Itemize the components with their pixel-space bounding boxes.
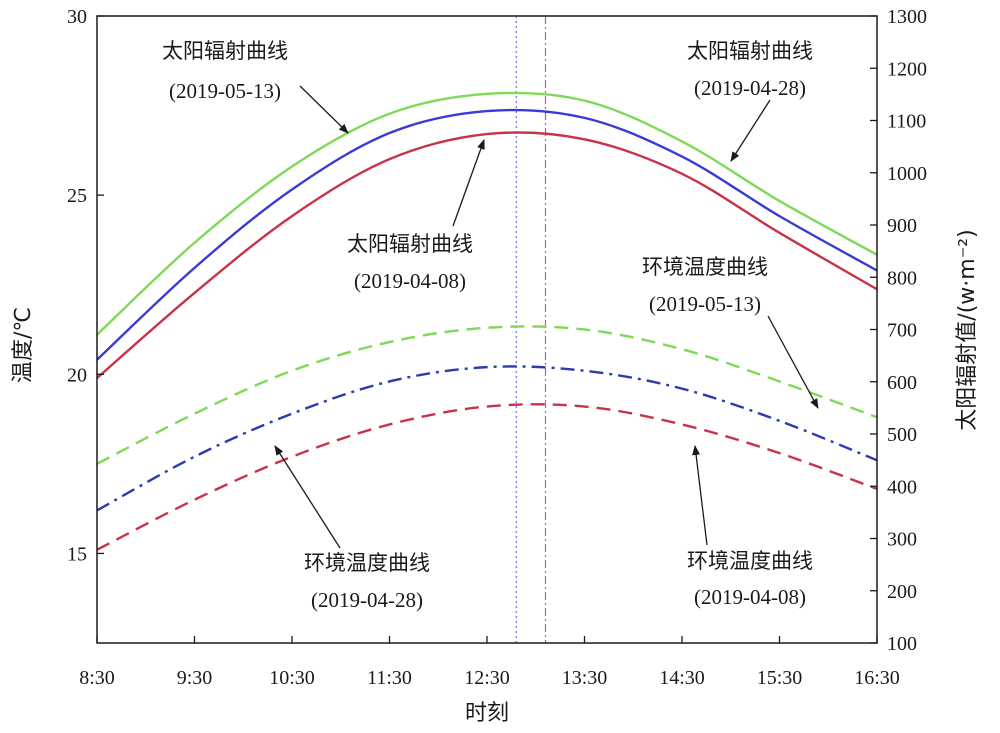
- annotation-date: (2019-04-08): [694, 585, 806, 609]
- x-tick-label: 8:30: [79, 667, 115, 689]
- annotation-arrow: [692, 445, 708, 546]
- right-axis-title: 太阳辐射值/(w·m⁻²): [955, 229, 980, 430]
- left-y-tick-label: 30: [67, 6, 87, 28]
- annotation-date: (2019-04-28): [311, 588, 423, 612]
- annotation-date: (2019-05-13): [169, 79, 281, 103]
- annotation-title: 环境温度曲线: [304, 551, 430, 575]
- annotation-title: 太阳辐射曲线: [687, 39, 813, 63]
- x-tick-label: 9:30: [177, 667, 213, 689]
- annotation-temperature-0428: 环境温度曲线 (2019-04-28): [274, 445, 430, 612]
- left-axis-title: 温度/℃: [11, 307, 36, 383]
- right-y-tick-label: 200: [887, 581, 917, 603]
- right-y-tick-label: 400: [887, 476, 917, 498]
- left-y-tick-label: 15: [67, 543, 87, 565]
- temperature-line-2019-04-28: [96, 365, 878, 512]
- annotation-title: 太阳辐射曲线: [162, 39, 288, 63]
- right-y-tick-label: 1000: [887, 163, 927, 185]
- right-axis: 100 200 300 400 500 600 700 800 900 1000 1100 1200 1…: [870, 6, 927, 655]
- annotation-date: (2019-05-13): [649, 292, 761, 316]
- x-axis: 8:30 9:30 10:30 11:30 12:30 13:30 14:30 15:30 16…: [79, 636, 900, 689]
- annotation-date: (2019-04-28): [694, 76, 806, 100]
- annotation-temperature-0408: 环境温度曲线 (2019-04-08): [687, 445, 813, 609]
- x-tick-label: 14:30: [659, 667, 705, 689]
- left-axis: 15 20 25 30: [67, 6, 104, 565]
- right-y-tick-label: 100: [887, 633, 917, 655]
- right-y-tick-label: 1300: [887, 6, 927, 28]
- right-y-tick-label: 300: [887, 529, 917, 551]
- radiation-line-2019-05-13: [96, 91, 878, 336]
- annotation-temperature-0513: 环境温度曲线 (2019-05-13): [642, 255, 819, 409]
- right-y-tick-label: 800: [887, 267, 917, 289]
- radiation-line-2019-04-08: [96, 131, 878, 379]
- x-tick-label: 15:30: [757, 667, 803, 689]
- right-y-tick-label: 600: [887, 372, 917, 394]
- series-layer: [96, 91, 878, 551]
- annotation-radiation-0408: 太阳辐射曲线 (2019-04-08): [347, 139, 485, 293]
- x-tick-label: 12:30: [464, 667, 510, 689]
- right-y-tick-label: 1200: [887, 58, 927, 80]
- annotation-radiation-0428: 太阳辐射曲线 (2019-04-28): [687, 39, 813, 162]
- x-tick-label: 11:30: [367, 667, 412, 689]
- right-y-tick-label: 1100: [887, 111, 926, 133]
- left-y-tick-label: 25: [67, 185, 87, 207]
- temperature-line-2019-04-08: [96, 403, 878, 551]
- annotation-title: 太阳辐射曲线: [347, 232, 473, 256]
- right-y-tick-label: 500: [887, 424, 917, 446]
- annotation-title: 环境温度曲线: [642, 255, 768, 279]
- annotation-radiation-0513: 太阳辐射曲线 (2019-05-13): [162, 39, 349, 134]
- left-y-tick-label: 20: [67, 364, 87, 386]
- annotation-arrow: [299, 85, 349, 134]
- x-axis-title: 时刻: [465, 701, 509, 726]
- x-tick-label: 13:30: [562, 667, 608, 689]
- annotation-arrow: [452, 139, 485, 227]
- x-tick-label: 10:30: [269, 667, 315, 689]
- radiation-line-2019-04-28: [96, 108, 878, 361]
- temperature-line-2019-05-13: [96, 325, 878, 465]
- annotation-arrow: [730, 99, 771, 162]
- annotation-date: (2019-04-08): [354, 269, 466, 293]
- annotation-title: 环境温度曲线: [687, 549, 813, 573]
- right-y-tick-label: 700: [887, 320, 917, 342]
- annotation-arrow: [767, 315, 819, 409]
- x-tick-label: 16:30: [854, 667, 900, 689]
- right-y-tick-label: 900: [887, 215, 917, 237]
- annotation-arrow: [274, 445, 341, 549]
